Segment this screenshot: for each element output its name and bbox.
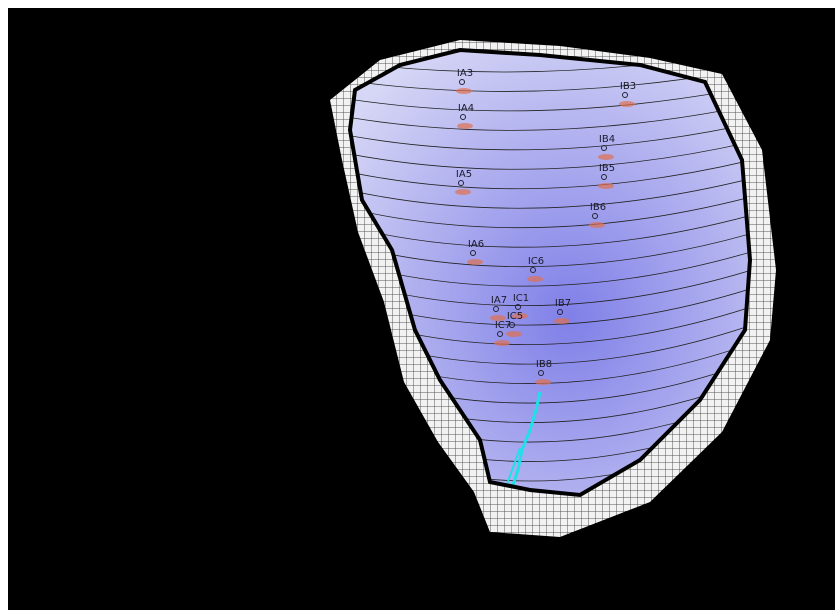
station-label: IA5 <box>456 169 472 180</box>
station-label: IA6 <box>468 239 484 250</box>
station-label: IC1 <box>513 293 529 304</box>
station-tag <box>527 276 543 282</box>
station-label: IC6 <box>528 256 544 267</box>
station-tag <box>598 154 614 160</box>
terrain-view: IA3IA4IA5IA6IA7IB3IB4IB5IB6IB7IB8IC1IC5I… <box>0 0 835 610</box>
station-tag <box>494 340 510 346</box>
station-tag <box>467 259 483 265</box>
station-label: IA3 <box>457 68 473 79</box>
station-label: IB8 <box>536 359 552 370</box>
station-label: IA7 <box>491 295 507 306</box>
station-label: IB3 <box>620 81 636 92</box>
station-label: IB6 <box>590 202 606 213</box>
station-tag <box>535 379 551 385</box>
station-tag <box>457 123 473 129</box>
station-tag <box>619 101 635 107</box>
station-tag <box>455 189 471 195</box>
station-tag <box>506 331 522 337</box>
station-tag <box>598 183 614 189</box>
station-label: IA4 <box>458 103 474 114</box>
station-label: IB7 <box>555 298 571 309</box>
station-label: IB5 <box>599 163 615 174</box>
station-tag <box>589 222 605 228</box>
station-label: IB4 <box>599 134 615 145</box>
station-label: IC7 <box>495 320 511 331</box>
station-tag <box>456 88 472 94</box>
page: IA3IA4IA5IA6IA7IB3IB4IB5IB6IB7IB8IC1IC5I… <box>0 0 835 610</box>
station-tag <box>554 318 570 324</box>
